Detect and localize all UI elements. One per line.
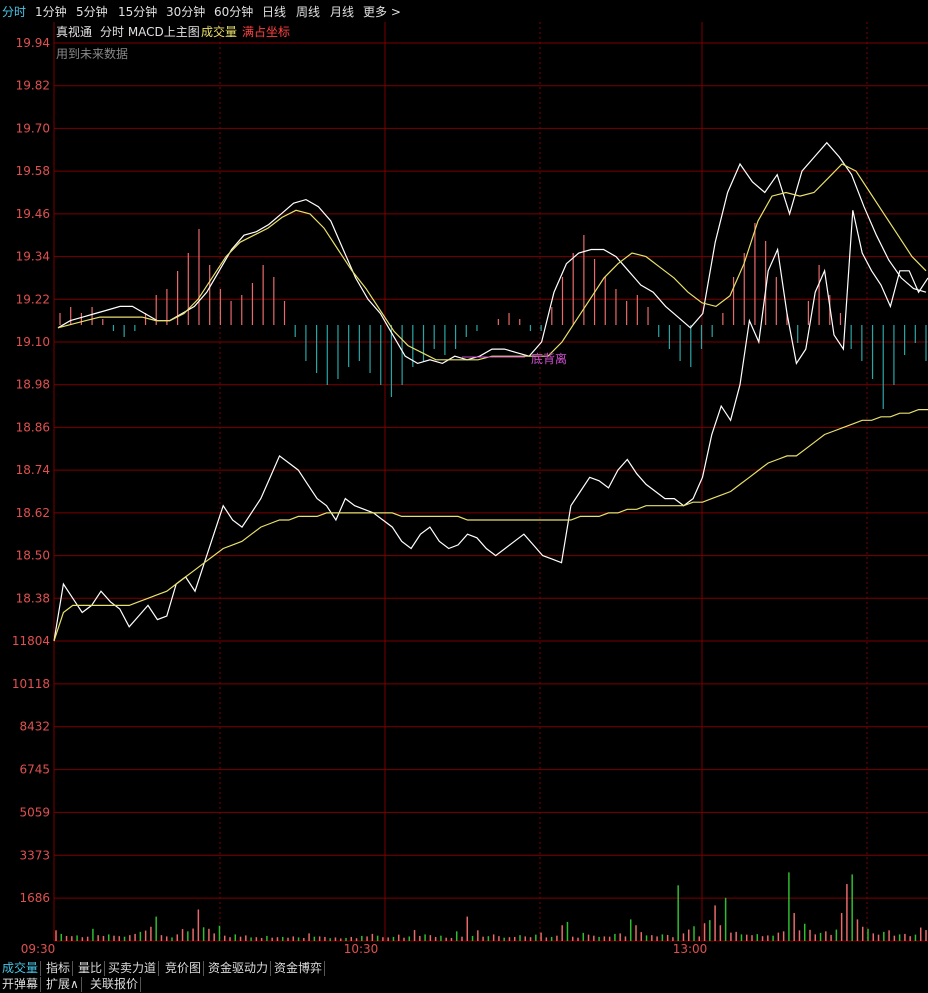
volume-tick-label: 10118 [12,677,50,691]
future-data-note: 用到未来数据 [56,46,128,61]
price-tick-label: 19.58 [16,164,50,178]
bottom-tab-0[interactable]: 成交量 [0,961,42,976]
bottom-tab-1[interactable]: 指标 [44,961,74,976]
price-tick-label: 19.82 [16,79,50,93]
volume-tick-label: 6745 [19,763,50,777]
price-tick-label: 19.70 [16,121,50,135]
period-tab-4[interactable]: 30分钟 [166,5,206,19]
volume-tick-label: 11804 [12,634,50,648]
bottom-tab-bar: 成交量 指标 量比 买卖力道 竞价图 资金驱动力 资金博弈开弹幕 扩展∧ 关联报价 [0,960,928,993]
intraday-chart: 19.94 19.82 19.70 19.58 19.46 19.34 19.22 19.10… [12,22,928,956]
period-tab-0[interactable]: 分时 [2,5,27,19]
bottom-tab-4[interactable]: 竞价图 [163,961,205,976]
divergence-label: 底背离 [531,351,567,366]
price-tick-label: 19.94 [16,36,50,50]
volume-tick-label: 8432 [19,720,50,734]
period-tab-3[interactable]: 15分钟 [118,5,158,19]
stock-name: 真视通 [56,24,92,39]
bottom-tab-2[interactable]: 量比 [76,961,106,976]
period-tab-9[interactable]: 更多 > [363,5,401,19]
bottom-action-0[interactable]: 开弹幕 [0,977,42,992]
period-tab-8[interactable]: 月线 [330,5,355,19]
price-tick-label: 18.86 [16,420,50,434]
bottom-action-1[interactable]: 扩展∧ [44,977,82,992]
bottom-tab-5[interactable]: 资金驱动力 [206,961,272,976]
period-tab-1[interactable]: 1分钟 [35,5,67,19]
time-label: 13:00 [673,942,708,956]
time-label: 10:30 [344,942,379,956]
time-label: 09:30 [21,942,56,956]
period-tab-bar: 分时 1分钟 5分钟 15分钟 30分钟 60分钟 日线 周线 月线 更多 > [0,0,928,22]
dif-line [57,141,927,365]
period-tab-2[interactable]: 5分钟 [76,5,108,19]
volume-tick-label: 5059 [19,805,50,819]
bottom-tab-6[interactable]: 资金博弈 [272,961,326,976]
price-tick-label: 19.10 [16,335,50,349]
price-tick-label: 19.34 [16,250,50,264]
coord-legend: 满占坐标 [242,24,290,39]
average-price-line [53,409,928,642]
price-line [53,210,928,642]
price-tick-label: 19.46 [16,207,50,221]
price-tick-label: 19.22 [16,292,50,306]
dea-line [57,163,927,361]
period-tab-7[interactable]: 周线 [296,5,321,19]
period-tab-6[interactable]: 日线 [262,5,287,19]
bottom-action-2[interactable]: 关联报价 [88,977,142,992]
price-tick-label: 18.74 [16,463,50,477]
price-tick-label: 18.98 [16,378,50,392]
volume-tick-label: 1686 [19,891,50,905]
indicator-name: 分时 MACD上主图 [100,25,200,39]
price-tick-label: 18.38 [16,591,50,605]
price-tick-label: 18.50 [16,549,50,563]
period-tab-5[interactable]: 60分钟 [214,5,254,19]
price-tick-label: 18.62 [16,506,50,520]
bottom-tab-3[interactable]: 买卖力道 [106,961,160,976]
volume-tick-label: 3373 [19,848,50,862]
volume-legend: 成交量 [201,24,237,39]
